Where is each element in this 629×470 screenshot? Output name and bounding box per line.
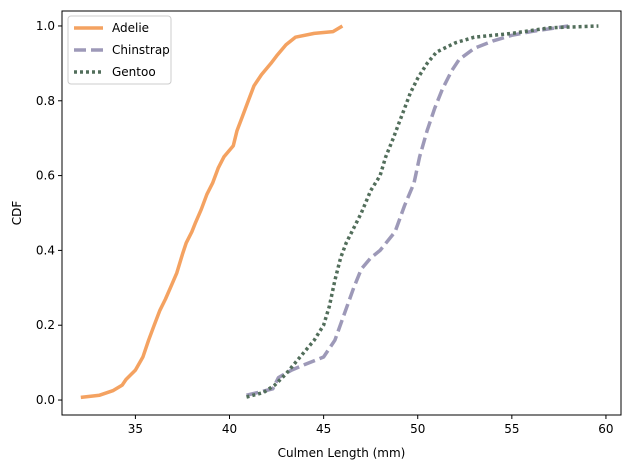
x-axis-ticks: 35 40 45 50 55 60 [128,415,614,436]
legend-frame [67,15,172,85]
series-line-adelie [80,24,344,400]
y-axis-ticks: 0.0 0.2 0.4 0.6 0.8 1.0 [36,19,62,407]
y-tick-label: 0.8 [36,94,55,108]
legend-label-adelie: Adelie [112,21,149,35]
series-layer [80,24,599,400]
y-tick-label: 0.0 [36,393,55,407]
legend: Adelie Chinstrap Gentoo [67,15,172,85]
plot-frame [61,10,622,416]
x-tick-label: 55 [504,422,519,436]
x-tick-label: 40 [222,422,237,436]
x-axis-label: Culmen Length (mm) [278,446,406,460]
series-line-chinstrap [246,24,569,397]
y-axis-label: CDF [10,201,24,226]
y-tick-label: 0.6 [36,169,55,183]
legend-label-chinstrap: Chinstrap [112,43,170,57]
x-tick-label: 45 [316,422,331,436]
legend-label-gentoo: Gentoo [112,65,156,79]
x-tick-label: 50 [410,422,425,436]
x-tick-label: 60 [598,422,613,436]
y-tick-label: 0.2 [36,318,55,332]
y-tick-label: 1.0 [36,19,55,33]
y-tick-label: 0.4 [36,243,55,257]
x-tick-label: 35 [128,422,143,436]
